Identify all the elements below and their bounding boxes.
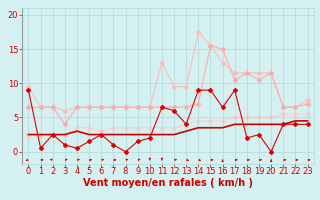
X-axis label: Vent moyen/en rafales ( km/h ): Vent moyen/en rafales ( km/h ) (83, 178, 253, 188)
